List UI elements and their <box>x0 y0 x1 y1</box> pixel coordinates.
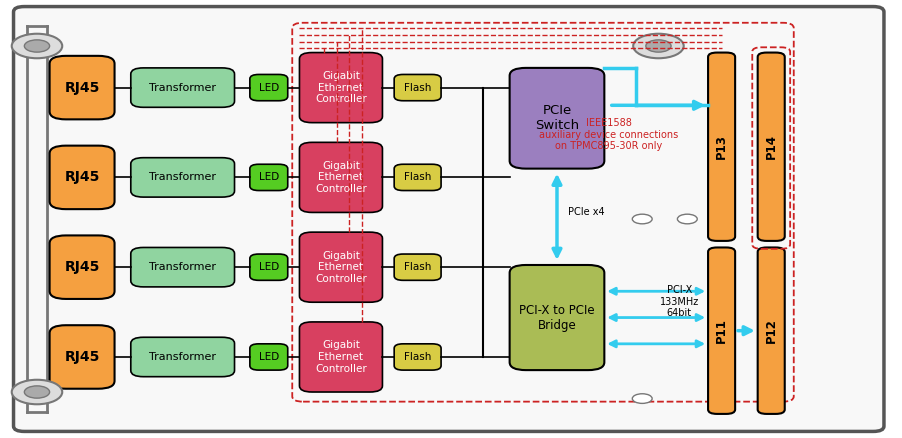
Circle shape <box>633 34 684 58</box>
Text: P13: P13 <box>715 134 728 159</box>
Text: P14: P14 <box>765 134 778 159</box>
Text: LED: LED <box>259 262 279 272</box>
Text: Flash: Flash <box>404 83 431 92</box>
FancyBboxPatch shape <box>131 158 235 197</box>
FancyBboxPatch shape <box>131 337 235 377</box>
FancyBboxPatch shape <box>708 53 735 241</box>
Text: Gigabit
Ethernet
Controller: Gigabit Ethernet Controller <box>315 340 367 374</box>
FancyBboxPatch shape <box>394 164 441 191</box>
FancyBboxPatch shape <box>708 247 735 414</box>
Circle shape <box>24 386 50 398</box>
FancyBboxPatch shape <box>758 53 785 241</box>
Text: PCIe
Switch: PCIe Switch <box>535 104 579 132</box>
FancyBboxPatch shape <box>394 74 441 101</box>
Text: Transformer: Transformer <box>149 352 216 362</box>
Circle shape <box>632 214 652 224</box>
FancyBboxPatch shape <box>510 68 604 169</box>
Text: P12: P12 <box>765 318 778 343</box>
Text: Transformer: Transformer <box>149 262 216 272</box>
FancyBboxPatch shape <box>50 56 115 119</box>
FancyBboxPatch shape <box>394 344 441 370</box>
Text: Transformer: Transformer <box>149 173 216 182</box>
FancyBboxPatch shape <box>250 344 288 370</box>
Text: LED: LED <box>259 352 279 362</box>
Text: IEEE1588
auxiliary device connections
on TPMC895-30R only: IEEE1588 auxiliary device connections on… <box>539 118 678 152</box>
Text: Flash: Flash <box>404 173 431 182</box>
Circle shape <box>632 394 652 403</box>
Text: Flash: Flash <box>404 352 431 362</box>
FancyBboxPatch shape <box>50 145 115 209</box>
FancyBboxPatch shape <box>50 236 115 299</box>
Text: Flash: Flash <box>404 262 431 272</box>
FancyBboxPatch shape <box>758 247 785 414</box>
FancyBboxPatch shape <box>50 325 115 389</box>
FancyBboxPatch shape <box>250 164 288 191</box>
Text: Gigabit
Ethernet
Controller: Gigabit Ethernet Controller <box>315 71 367 104</box>
Text: Gigabit
Ethernet
Controller: Gigabit Ethernet Controller <box>315 251 367 284</box>
Circle shape <box>12 380 62 404</box>
Text: PCIe x4: PCIe x4 <box>568 208 604 217</box>
FancyBboxPatch shape <box>131 68 235 107</box>
FancyBboxPatch shape <box>250 74 288 101</box>
FancyBboxPatch shape <box>299 232 382 302</box>
FancyBboxPatch shape <box>299 322 382 392</box>
Text: Gigabit
Ethernet
Controller: Gigabit Ethernet Controller <box>315 161 367 194</box>
FancyBboxPatch shape <box>394 254 441 280</box>
FancyBboxPatch shape <box>250 254 288 280</box>
Text: LED: LED <box>259 173 279 182</box>
FancyBboxPatch shape <box>299 142 382 212</box>
Text: PCI-X to PCIe
Bridge: PCI-X to PCIe Bridge <box>520 304 594 332</box>
Circle shape <box>646 40 671 52</box>
Text: RJ45: RJ45 <box>64 170 100 184</box>
Circle shape <box>677 214 697 224</box>
Text: PCI-X
133MHz
64bit: PCI-X 133MHz 64bit <box>659 285 699 318</box>
Circle shape <box>24 40 50 52</box>
FancyBboxPatch shape <box>131 247 235 287</box>
FancyBboxPatch shape <box>14 7 884 431</box>
Text: RJ45: RJ45 <box>64 81 100 95</box>
Text: Transformer: Transformer <box>149 83 216 92</box>
FancyBboxPatch shape <box>510 265 604 370</box>
Text: LED: LED <box>259 83 279 92</box>
FancyBboxPatch shape <box>299 53 382 123</box>
Text: RJ45: RJ45 <box>64 350 100 364</box>
Circle shape <box>12 34 62 58</box>
Text: P11: P11 <box>715 318 728 343</box>
Text: RJ45: RJ45 <box>64 260 100 274</box>
